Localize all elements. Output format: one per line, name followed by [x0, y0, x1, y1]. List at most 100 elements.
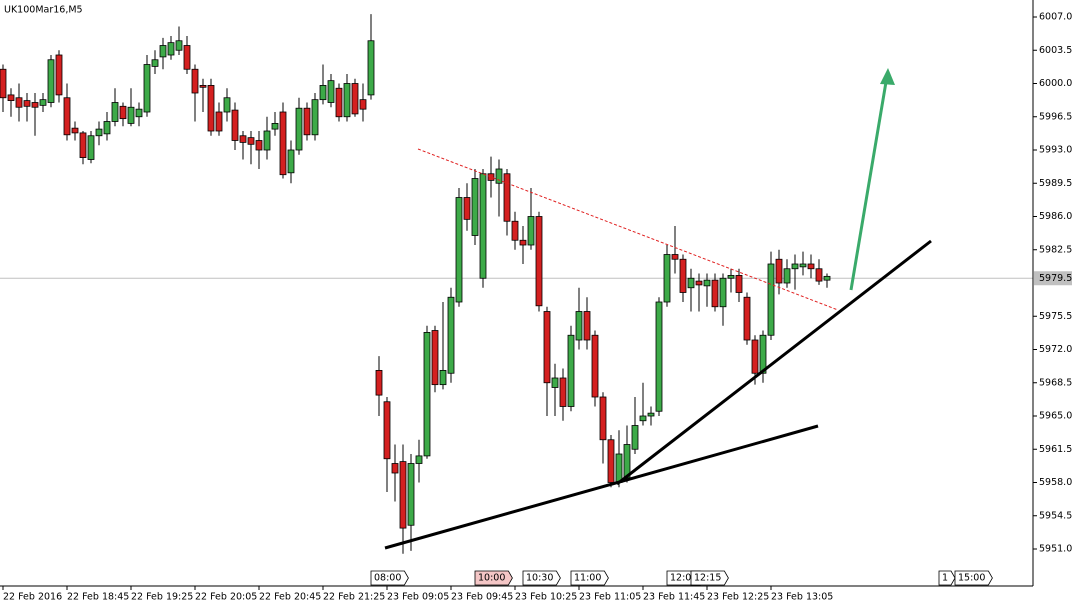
candle-body: [39, 99, 47, 106]
y-tick-label: 5965.0: [1039, 411, 1072, 422]
candle-body: [551, 377, 559, 388]
candle-body: [119, 105, 127, 120]
candle-body: [439, 369, 447, 386]
candle-body: [447, 296, 455, 374]
x-tick-label: 23 Feb 09:05: [387, 592, 449, 603]
period-marker-box: [690, 570, 729, 586]
candle-body: [647, 412, 655, 417]
candle-body: [383, 401, 391, 460]
y-tick-label: 5993.0: [1039, 145, 1072, 156]
x-tick-label: 23 Feb 11:45: [643, 592, 705, 603]
period-marker-label: 12:15: [694, 573, 721, 584]
trend-line: [384, 424, 819, 550]
candle-body: [127, 106, 135, 124]
candle-body: [471, 178, 479, 236]
candle-body: [343, 83, 351, 118]
candle-body: [79, 132, 87, 158]
period-marker-label: 12:00: [670, 573, 697, 584]
period-marker-label: 15:00: [958, 573, 985, 584]
plot-area: [0, 14, 1033, 554]
period-marker: 12:15: [690, 570, 729, 586]
candle-body: [527, 216, 535, 246]
period-marker-box: [954, 570, 993, 586]
y-tick-label: 5968.5: [1039, 377, 1072, 388]
candle-body: [55, 54, 63, 96]
candle-body: [375, 369, 383, 396]
period-marker: 11:00: [570, 570, 609, 586]
candle-body: [655, 301, 663, 412]
candle-body: [399, 461, 407, 529]
candle-body: [143, 64, 151, 113]
y-tick-label: 6000.0: [1039, 78, 1072, 89]
candle-body: [335, 87, 343, 118]
period-marker-box: [938, 570, 956, 586]
candle-body: [367, 40, 375, 96]
candle-body: [319, 85, 327, 101]
candle-body: [327, 80, 335, 103]
candle-body: [543, 311, 551, 384]
y-tick-label: 5996.5: [1039, 111, 1072, 122]
period-marker: 08:00: [370, 570, 409, 586]
x-tick-label: 23 Feb 10:25: [515, 592, 577, 603]
candle-body: [735, 274, 743, 293]
candle-body: [503, 173, 511, 222]
candle-body: [175, 40, 183, 51]
trend-line: [616, 239, 932, 486]
x-tick-label: 22 Feb 2016: [3, 592, 62, 603]
period-marker: 15:00: [954, 570, 993, 586]
candle-body: [751, 339, 759, 374]
candle-body: [455, 197, 463, 303]
y-tick-label: 5986.0: [1039, 211, 1072, 222]
candle-body: [23, 100, 31, 107]
candle-body: [535, 216, 543, 307]
candle-body: [415, 455, 423, 464]
candle-body: [607, 439, 615, 483]
candle-body: [767, 263, 775, 336]
candle-body: [167, 42, 175, 56]
candle-body: [575, 311, 583, 341]
x-tick-label: 23 Feb 09:45: [451, 592, 513, 603]
y-tick-label: 6007.0: [1039, 12, 1072, 23]
candle-body: [423, 331, 431, 457]
current-price-box: [1034, 271, 1072, 286]
candle-body: [191, 68, 199, 94]
period-marker-box: [522, 570, 561, 586]
candle-body: [135, 108, 143, 118]
arrow-shaft: [849, 81, 888, 291]
candle-body: [271, 123, 279, 130]
candle-body: [567, 334, 575, 407]
period-marker: 10:00: [474, 570, 513, 586]
period-marker-box: [474, 570, 513, 586]
candle-body: [351, 83, 359, 115]
period-marker-label: 08:00: [374, 573, 401, 584]
candle-body: [759, 334, 767, 374]
candle-body: [223, 97, 231, 113]
y-tick-label: 5989.5: [1039, 178, 1072, 189]
candle-body: [591, 334, 599, 398]
period-marker-label: 1: [942, 573, 948, 584]
candle-body: [687, 277, 695, 289]
period-marker-label: 11:00: [574, 573, 601, 584]
candle-body: [87, 135, 95, 160]
candle-body: [71, 127, 79, 134]
candle-body: [695, 280, 703, 286]
candle-body: [407, 463, 415, 526]
candle-body: [719, 277, 727, 308]
candle-body: [47, 59, 55, 103]
candle-body: [263, 130, 271, 151]
candle-body: [519, 239, 527, 246]
y-tick-label: 5951.0: [1039, 544, 1072, 555]
x-tick-label: 22 Feb 20:45: [259, 592, 321, 603]
candle-body: [359, 99, 367, 110]
x-tick-label: 22 Feb 20:05: [195, 592, 257, 603]
x-tick-label: 22 Feb 21:25: [323, 592, 385, 603]
candle-body: [631, 425, 639, 450]
candle-body: [799, 263, 807, 268]
candle-body: [775, 258, 783, 284]
period-marker-label: 10:00: [478, 573, 505, 584]
period-marker: 1: [938, 570, 956, 586]
candle-body: [103, 121, 111, 135]
candle-body: [0, 68, 7, 99]
candle-body: [159, 45, 167, 58]
